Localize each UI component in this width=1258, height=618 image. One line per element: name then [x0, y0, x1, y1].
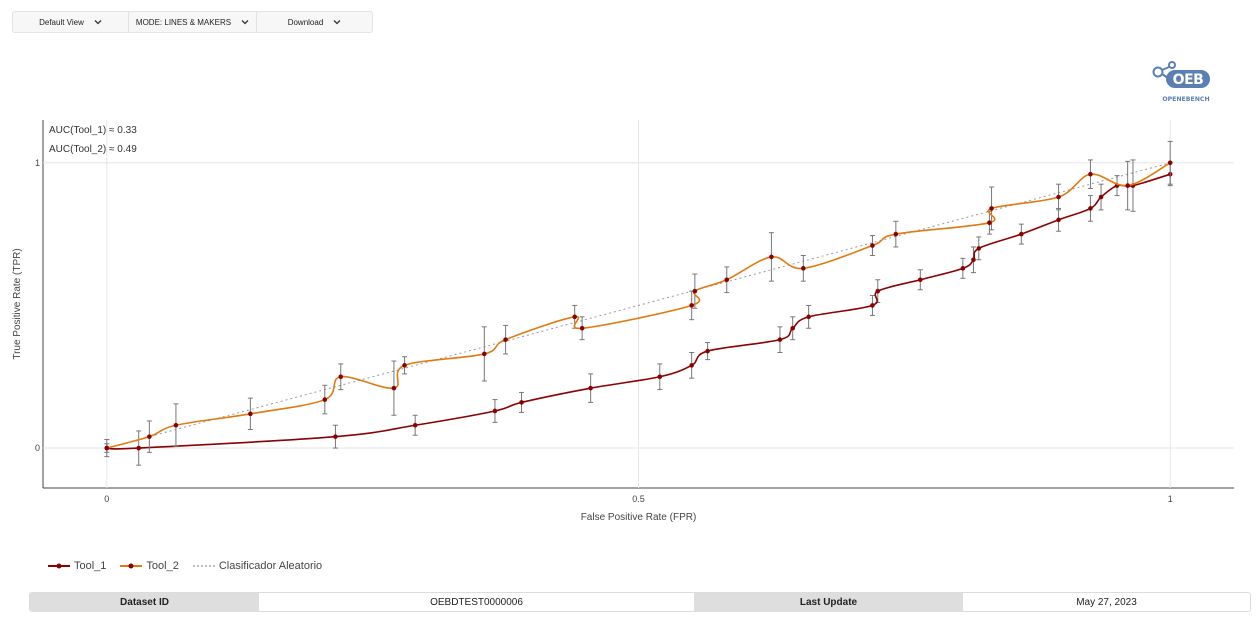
mode-dropdown-label: MODE: LINES & MAKERS [135, 17, 232, 27]
chevron-down-icon [94, 20, 102, 25]
data-point-tool-1 [917, 277, 923, 283]
data-point-tool-2 [989, 206, 994, 211]
download-dropdown-label: Download [287, 17, 324, 27]
legend-label-random: Clasificador Aleatorio [218, 560, 323, 572]
data-point-tool-1 [705, 348, 710, 354]
data-point-tool-2 [1125, 183, 1130, 188]
series-random-line [106, 162, 1171, 449]
legend-label-tool-2: Tool_2 [146, 560, 179, 572]
view-dropdown-label: Default View [39, 17, 84, 27]
data-point-tool-2 [801, 266, 806, 271]
data-point-tool-2 [322, 397, 328, 402]
legend-label-tool-1: Tool_1 [74, 560, 107, 572]
legend-swatch-tool-1 [48, 563, 70, 569]
auc-annotation: AUC(Tool_2) ≈ 0.49 [49, 144, 137, 155]
last-update-value: May 27, 2023 [963, 593, 1250, 611]
legend-swatch-tool-2 [120, 563, 143, 569]
data-point-tool-1 [1088, 206, 1093, 211]
data-point-tool-2 [769, 254, 774, 260]
data-point-tool-1 [870, 303, 875, 308]
openebench-logo: OEB OPENEBENCH [1152, 61, 1210, 103]
data-point-tool-2 [689, 303, 694, 308]
y-axis-title: True Positive Rate (TPR) [12, 248, 23, 359]
data-point-tool-1 [689, 363, 694, 368]
data-point-tool-2 [724, 277, 730, 283]
plot-toolbar: Default View MODE: LINES & MAKERS Downlo… [12, 11, 373, 33]
data-point-tool-1 [136, 445, 142, 451]
roc-chart: 0 0.5 1 0 1 False Positive Rate (FPR) True Pos… [12, 120, 1234, 523]
data-point-tool-1 [1056, 217, 1061, 223]
y-tick-label: 0 [35, 443, 40, 453]
data-point-tool-2 [503, 337, 508, 342]
data-point-tool-2 [402, 363, 407, 368]
data-point-tool-2 [338, 374, 344, 380]
data-point-tool-2 [1056, 194, 1061, 200]
view-dropdown[interactable]: Default View [13, 12, 129, 32]
download-dropdown[interactable]: Download [257, 12, 372, 32]
data-point-tool-2 [147, 434, 152, 439]
data-point-tool-1 [790, 325, 795, 331]
data-point-tool-1 [960, 266, 966, 271]
dataset-id-label: Dataset ID [30, 593, 259, 611]
data-point-tool-2 [1088, 171, 1093, 177]
data-point-tool-1 [657, 374, 663, 380]
chevron-down-icon [241, 20, 249, 25]
data-point-tool-2 [482, 351, 487, 357]
x-tick-label: 1 [1168, 494, 1173, 504]
svg-text:OEB: OEB [1173, 72, 1204, 88]
legend-item-tool-2[interactable]: Tool_2 [120, 560, 179, 572]
data-point-tool-1 [1098, 194, 1104, 200]
mode-dropdown[interactable]: MODE: LINES & MAKERS [129, 12, 257, 32]
chevron-down-icon [333, 20, 341, 25]
data-point-tool-1 [492, 408, 498, 414]
data-point-tool-2 [104, 445, 110, 451]
x-tick-label: 0 [104, 494, 109, 504]
data-point-tool-2 [893, 231, 899, 237]
last-update-label: Last Update [694, 593, 963, 611]
chart-legend: Tool_1 Tool_2 Clasificador Aleatorio [48, 560, 322, 572]
data-point-tool-1 [971, 257, 976, 263]
data-point-tool-2 [173, 422, 179, 428]
data-point-tool-2 [870, 243, 875, 248]
x-tick-label: 0.5 [632, 494, 645, 504]
legend-swatch-random [192, 565, 215, 567]
logo-text: OPENEBENCH [1162, 96, 1209, 103]
data-point-tool-2 [391, 385, 397, 391]
data-point-tool-2 [572, 314, 577, 320]
data-point-tool-1 [777, 337, 783, 342]
dataset-info-bar: Dataset ID OEBDTEST0000006 Last Update M… [29, 592, 1251, 612]
data-point-tool-2 [1167, 160, 1173, 166]
legend-item-tool-1[interactable]: Tool_1 [48, 560, 106, 572]
data-point-tool-1 [333, 434, 338, 439]
data-point-tool-1 [1019, 231, 1024, 237]
data-point-tool-1 [412, 422, 418, 428]
legend-item-random[interactable]: Clasificador Aleatorio [192, 560, 323, 572]
x-axis-title: False Positive Rate (FPR) [581, 512, 697, 523]
data-point-tool-1 [976, 246, 982, 251]
dataset-id-value: OEBDTEST0000006 [259, 593, 694, 611]
data-point-tool-1 [519, 400, 524, 405]
data-point-tool-1 [588, 385, 593, 391]
data-point-tool-2 [579, 325, 585, 331]
auc-annotation: AUC(Tool_1) ≈ 0.33 [49, 125, 137, 136]
data-point-tool-1 [875, 288, 881, 294]
data-point-tool-2 [692, 288, 698, 294]
data-point-tool-2 [248, 411, 253, 417]
data-point-tool-1 [806, 314, 811, 320]
y-tick-label: 1 [35, 158, 40, 168]
data-point-tool-2 [987, 220, 992, 225]
